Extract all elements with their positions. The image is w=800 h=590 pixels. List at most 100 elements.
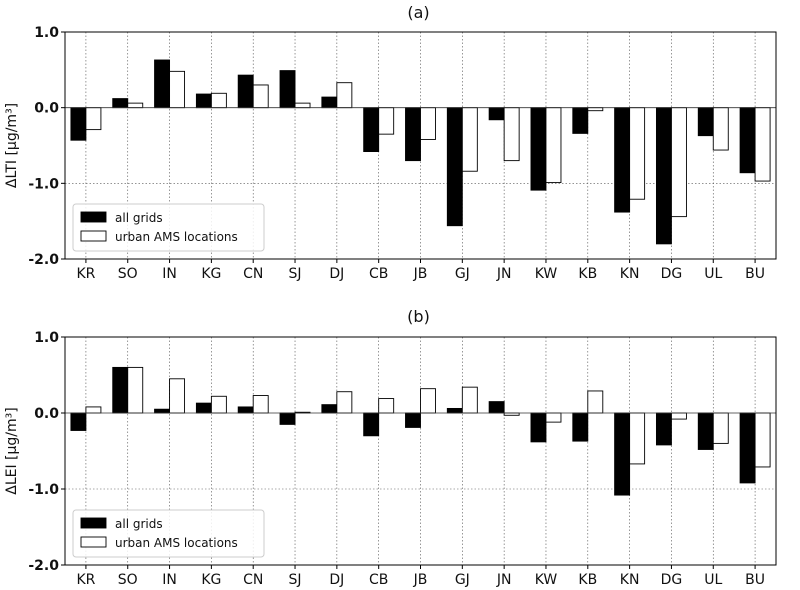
bar-urban-ams-in: [169, 70, 186, 109]
x-tick-label: GJ: [455, 266, 470, 282]
x-tick-label: BU: [745, 266, 765, 282]
bar-all-grids-jn: [488, 107, 505, 121]
bar-all-grids-ul: [697, 412, 714, 450]
bar-urban-ams-jb: [420, 107, 436, 140]
x-tick-label: KB: [578, 266, 597, 282]
x-tick-label: CB: [369, 572, 388, 588]
bar-all-grids-cn: [237, 74, 254, 109]
bar-urban-ams-kg: [210, 92, 227, 109]
bar-all-grids-jb: [405, 412, 421, 428]
legend: all grids urban AMS locations: [72, 203, 265, 252]
bar-urban-ams-gj: [461, 386, 478, 414]
x-tick-label: BU: [745, 572, 765, 588]
y-tick-label: -1.0: [28, 176, 59, 192]
y-axis-label: ΔLTI [μg/m³]: [4, 103, 20, 188]
x-tick-label: DJ: [329, 572, 344, 588]
bar-urban-ams-ul: [712, 107, 729, 151]
bar-all-grids-kb: [572, 412, 589, 442]
bar-urban-ams-dg: [670, 412, 687, 420]
x-tick-label: KB: [578, 572, 597, 588]
x-tick-label: UL: [704, 572, 722, 588]
bar-all-grids-dg: [655, 107, 672, 245]
panel-b: (b) 1.0 0.0 -1.0 -2.0 KR SO IN KG CN SJ DJ CB JB GJ JN K…: [4, 307, 777, 588]
x-tick-label: GJ: [455, 572, 470, 588]
bar-urban-ams-gj: [461, 107, 478, 172]
bar-all-grids-sj: [279, 70, 296, 109]
x-tick-label: SJ: [289, 572, 302, 588]
bar-urban-ams-dg: [670, 107, 687, 218]
y-tick-label: -2.0: [28, 252, 59, 268]
bar-all-grids-jn: [488, 401, 505, 414]
y-axis-label: ΔLEI [μg/m³]: [4, 407, 20, 495]
bar-all-grids-so: [112, 98, 129, 109]
bar-urban-ams-kb: [587, 390, 604, 414]
bar-all-grids-kb: [572, 107, 589, 134]
bar-urban-ams-kn: [629, 412, 646, 465]
x-tick-label: DJ: [329, 266, 344, 282]
bar-urban-ams-kw: [545, 412, 562, 423]
x-tick-label: DG: [661, 266, 683, 282]
x-tick-label: KN: [620, 266, 640, 282]
legend-swatch: [80, 211, 107, 223]
bar-all-grids-ul: [697, 107, 714, 137]
bar-all-grids-kn: [614, 107, 631, 213]
x-tick-label: UL: [704, 266, 722, 282]
x-tick-label: KR: [76, 572, 95, 588]
bar-all-grids-in: [154, 59, 171, 109]
legend-label: all grids: [115, 517, 163, 531]
bar-urban-ams-kb: [587, 107, 604, 112]
bar-all-grids-kw: [530, 107, 547, 191]
y-tick-label: 1.0: [34, 330, 59, 346]
bar-all-grids-jb: [405, 107, 421, 162]
bar-urban-ams-cn: [252, 395, 269, 414]
bar-urban-ams-kr: [85, 107, 102, 131]
bar-urban-ams-so: [127, 102, 144, 109]
bar-all-grids-kn: [614, 412, 631, 496]
x-tick-label: KG: [201, 266, 221, 282]
bar-all-grids-kw: [530, 412, 547, 443]
legend: all grids urban AMS locations: [72, 509, 265, 558]
bar-urban-ams-so: [127, 366, 144, 414]
x-tick-label: CN: [243, 266, 263, 282]
bar-urban-ams-kw: [545, 107, 562, 184]
bar-urban-ams-kr: [85, 406, 102, 414]
bar-all-grids-dj: [321, 404, 338, 414]
legend-label: all grids: [115, 211, 163, 225]
bar-urban-ams-kg: [210, 395, 227, 414]
bar-all-grids-so: [112, 366, 129, 414]
bar-urban-ams-sj: [294, 102, 311, 109]
bar-urban-ams-dj: [336, 391, 353, 414]
x-tick-label: KW: [535, 266, 558, 282]
x-tick-label: IN: [162, 266, 177, 282]
bar-urban-ams-kn: [629, 107, 646, 200]
x-tick-label: KN: [620, 572, 640, 588]
bar-all-grids-dg: [655, 412, 672, 446]
legend-label: urban AMS locations: [115, 536, 238, 550]
bar-all-grids-gj: [446, 407, 463, 414]
bar-all-grids-cb: [363, 412, 380, 437]
bar-urban-ams-jb: [420, 388, 436, 414]
x-tick-label: JB: [413, 266, 428, 282]
legend-swatch: [80, 230, 107, 242]
x-tick-label: KW: [535, 572, 558, 588]
x-tick-label: SO: [118, 572, 138, 588]
bar-all-grids-cn: [237, 406, 254, 414]
x-tick-label: CB: [369, 266, 388, 282]
y-tick-label: -2.0: [28, 558, 59, 574]
panel-title: (b): [407, 307, 430, 326]
bar-urban-ams-ul: [712, 412, 729, 444]
bar-urban-ams-jn: [503, 107, 520, 162]
bar-urban-ams-cn: [252, 84, 269, 109]
x-tick-label: JN: [496, 572, 512, 588]
x-tick-label: JN: [496, 266, 512, 282]
x-tick-label: KR: [76, 266, 95, 282]
bar-urban-ams-bu: [754, 412, 771, 468]
x-tick-label: SJ: [289, 266, 302, 282]
x-tick-label: SO: [118, 266, 138, 282]
bar-all-grids-kg: [195, 93, 212, 109]
x-tick-label: KG: [201, 572, 221, 588]
bar-all-grids-bu: [739, 412, 756, 484]
bar-urban-ams-dj: [336, 82, 353, 109]
legend-box: [72, 509, 265, 558]
bar-urban-ams-cb: [378, 107, 395, 135]
